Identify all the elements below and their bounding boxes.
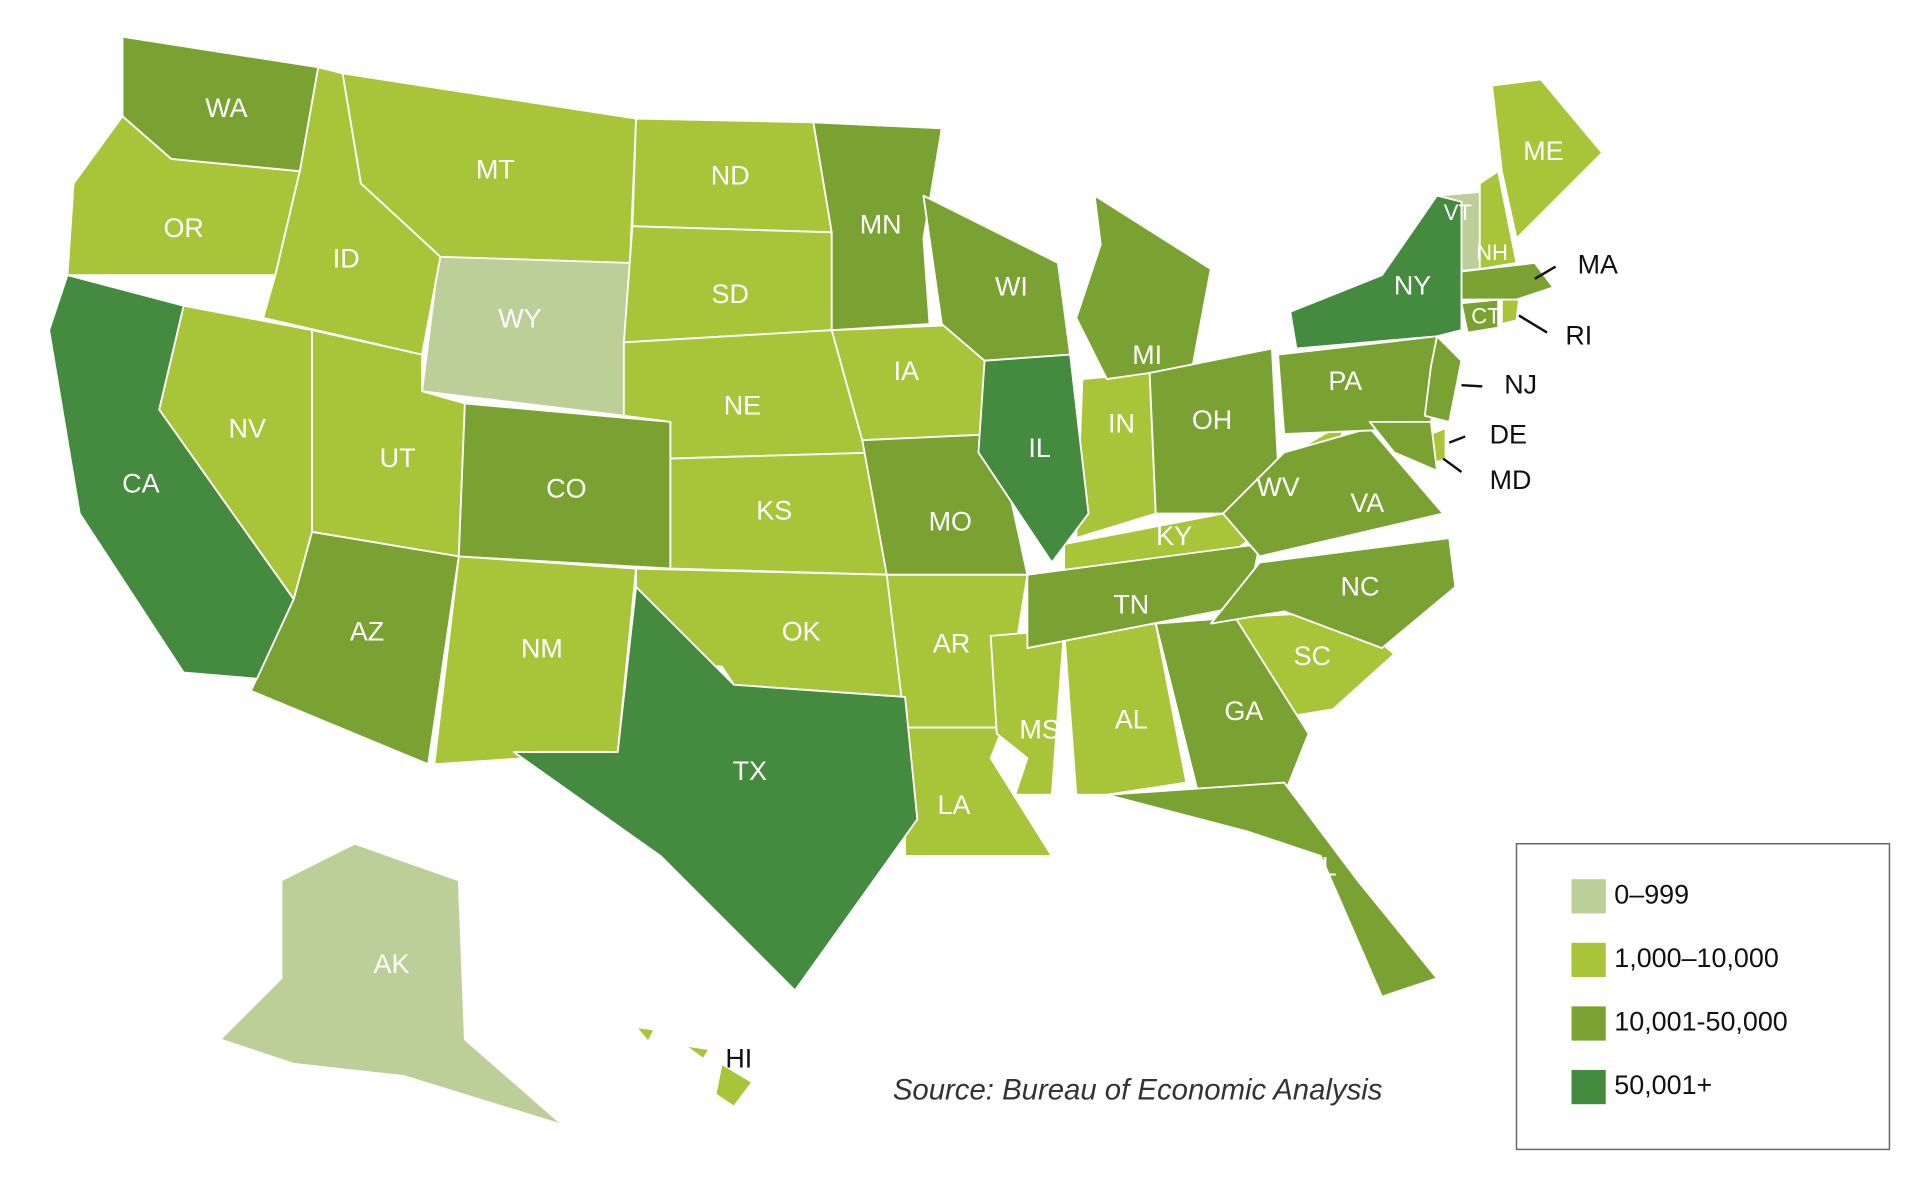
state-shape (249, 530, 460, 766)
state-label: LA (938, 790, 971, 820)
state-label: WV (1256, 472, 1299, 502)
legend-swatch (1571, 879, 1606, 914)
states (48, 35, 1603, 1126)
state-labels: WY VT AK OR ID MT NV UT NM ND SD NE KS OK IA AR LA MS AL IN… (122, 93, 1618, 1073)
state-shape (635, 1026, 656, 1043)
state-label: AK (374, 949, 410, 979)
state-label: OR (163, 213, 203, 243)
source-note: Source: Bureau of Economic Analysis (893, 1074, 1383, 1107)
state-label: VA (1350, 488, 1384, 518)
state-label: PA (1328, 366, 1362, 396)
state-label: KY (1156, 521, 1192, 551)
state-label: RI (1565, 321, 1592, 351)
state-label: NJ (1504, 370, 1537, 400)
state-shape (121, 35, 320, 173)
state-label: IL (1028, 433, 1050, 463)
state-label: MS (1019, 714, 1059, 744)
state-shape (989, 628, 1065, 796)
state-label: FL (1305, 851, 1336, 881)
state-label: MI (1132, 340, 1162, 370)
callout-line (1534, 265, 1557, 280)
callout-line (1518, 314, 1548, 334)
state-label: WI (995, 272, 1028, 302)
state-label: GA (1224, 696, 1263, 726)
state-label: MT (476, 154, 515, 184)
state-label: IN (1108, 409, 1135, 439)
state-shape (1368, 420, 1438, 472)
state-label: DE (1490, 420, 1527, 450)
state-label: NH (1476, 240, 1508, 265)
state-label: SC (1294, 641, 1331, 671)
legend-swatch (1571, 1069, 1606, 1105)
state-shape (1423, 335, 1463, 423)
state-shape (1209, 537, 1457, 649)
state-label: ID (333, 244, 360, 274)
state-label: IA (894, 356, 919, 386)
legend-label: 0–999 (1614, 879, 1689, 909)
state-label: NE (724, 390, 761, 420)
state-label: CO (546, 473, 586, 503)
state-label: AZ (350, 617, 384, 647)
state-shape (341, 72, 637, 264)
state-shape (812, 121, 943, 332)
state-shape (1222, 427, 1445, 558)
state-shape (512, 586, 919, 992)
state-shape (457, 402, 672, 570)
state-label: ND (711, 160, 750, 190)
state-label: MA (1578, 250, 1618, 280)
state-shape (1500, 298, 1520, 325)
callout-line (1442, 457, 1463, 473)
state-label: CA (122, 469, 159, 499)
state-shape (1491, 78, 1603, 240)
state-shape (219, 842, 564, 1126)
state-label: AR (933, 629, 970, 659)
state-shape (48, 274, 295, 680)
state-shape (1289, 194, 1463, 350)
state-label: UT (380, 443, 416, 473)
state-shape (977, 353, 1090, 564)
state-label: HI (725, 1043, 752, 1073)
state-shape (1460, 298, 1500, 334)
state-label: KS (756, 495, 792, 525)
callout-line (1461, 383, 1483, 388)
state-label: MN (860, 209, 902, 239)
callout-line (1448, 435, 1466, 444)
legend-swatch (1571, 942, 1606, 978)
legend: 0–999 1,000–10,000 10,001-50,000 50,001+ (1571, 879, 1788, 1105)
state-label: CT (1471, 304, 1500, 329)
state-label: NV (229, 414, 266, 444)
state-label: NC (1341, 571, 1380, 601)
state-label: OK (782, 617, 821, 647)
state-label: WA (205, 93, 247, 123)
state-shape (1478, 170, 1518, 270)
state-shape (684, 1044, 711, 1060)
state-shape (714, 1062, 754, 1108)
state-label: NY (1394, 270, 1431, 300)
state-label: NM (521, 634, 563, 664)
legend-label: 10,001-50,000 (1614, 1007, 1787, 1037)
state-label: MD (1490, 465, 1532, 495)
legend-swatch (1571, 1006, 1606, 1041)
state-label: SD (712, 279, 749, 309)
state-label: ME (1523, 136, 1563, 166)
legend-label: 50,001+ (1614, 1070, 1712, 1100)
state-label: TX (733, 756, 767, 786)
state-label: AL (1115, 705, 1148, 735)
legend-label: 1,000–10,000 (1614, 943, 1779, 973)
state-label: WY (498, 303, 541, 333)
state-label: MO (929, 506, 972, 536)
state-shape (1075, 194, 1212, 380)
state-shape (1105, 781, 1438, 998)
state-label: TN (1113, 590, 1149, 620)
state-label: OH (1192, 405, 1232, 435)
state-label: VT (1444, 200, 1472, 225)
